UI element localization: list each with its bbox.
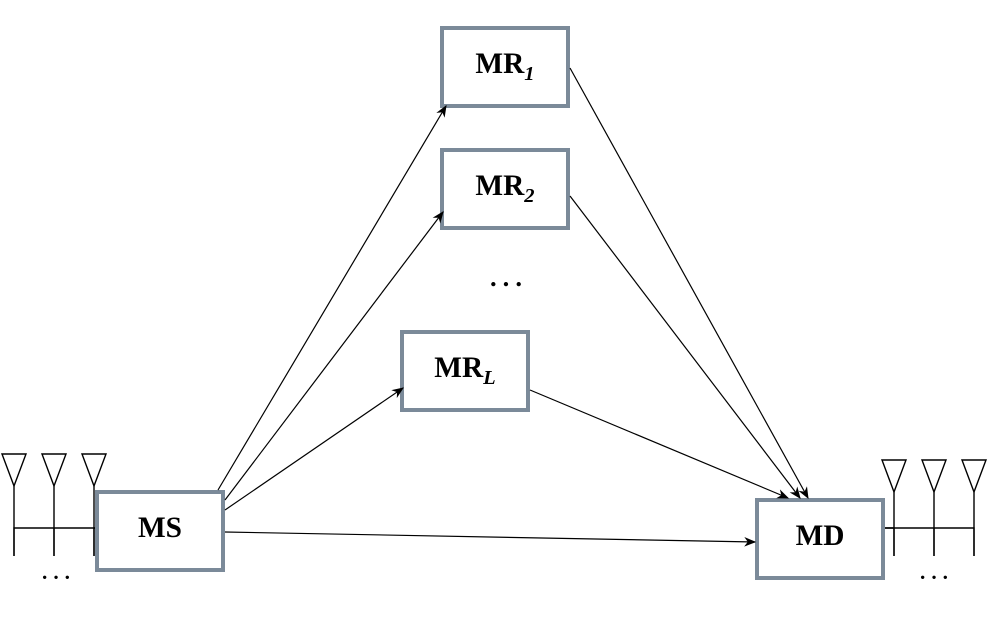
node-mrL-label: MRL — [434, 352, 495, 390]
edges-group — [218, 68, 808, 542]
node-mrL: MRL — [400, 330, 530, 412]
node-mr2-label: MR2 — [475, 170, 534, 208]
node-md-label: MD — [796, 520, 845, 558]
node-ms-label: MS — [138, 512, 182, 550]
diagram-stage: { "canvas": { "width": 1000, "height": 6… — [0, 0, 1000, 627]
node-ms: MS — [95, 490, 225, 572]
node-mr1: MR1 — [440, 26, 570, 108]
md-antenna-ellipsis: ... — [920, 560, 954, 585]
node-md: MD — [755, 498, 885, 580]
ms-antenna-ellipsis: ... — [42, 560, 76, 585]
node-mr1-label: MR1 — [475, 48, 534, 86]
node-mr2: MR2 — [440, 148, 570, 230]
relay-ellipsis: ... — [490, 262, 528, 293]
